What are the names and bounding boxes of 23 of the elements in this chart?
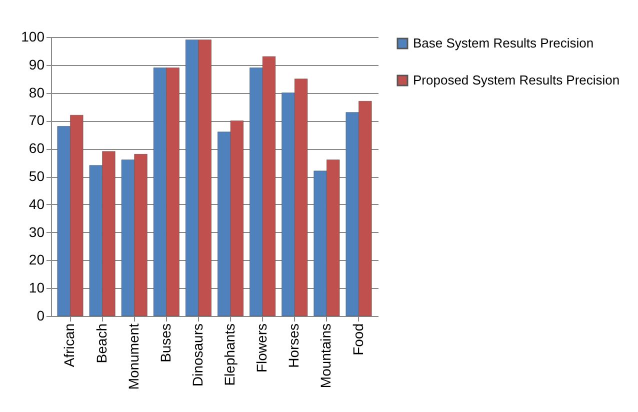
x-tick-label: Beach	[93, 324, 110, 364]
y-tick-label: 90	[28, 56, 45, 72]
x-tick-label: Food	[350, 324, 366, 356]
y-tick-label: 100	[21, 28, 45, 44]
y-tick-label: 80	[28, 84, 45, 100]
y-tick-label: 50	[28, 168, 45, 184]
x-tick-label: Elephants	[222, 324, 238, 386]
x-tick-label: Dinosaurs	[189, 324, 206, 387]
x-tick-label: Flowers	[254, 324, 270, 373]
y-tick-label: 40	[28, 196, 45, 212]
y-tick-label: 30	[28, 224, 45, 240]
y-tick-label: 60	[28, 140, 45, 156]
y-tick-label: 0	[36, 308, 45, 324]
x-tick-label: Buses	[157, 324, 174, 362]
x-tick-label: Monument	[125, 323, 142, 390]
legend-label: Proposed System Results Precision	[413, 72, 620, 88]
y-tick-label: 20	[28, 252, 45, 268]
x-tick-label: Mountains	[318, 324, 334, 388]
x-tick-label: African	[61, 324, 78, 368]
x-tick-label: Horses	[286, 324, 302, 368]
y-tick-label: 70	[28, 112, 45, 128]
y-tick-label: 10	[28, 280, 45, 296]
legend-label: Base System Results Precision	[413, 36, 594, 50]
